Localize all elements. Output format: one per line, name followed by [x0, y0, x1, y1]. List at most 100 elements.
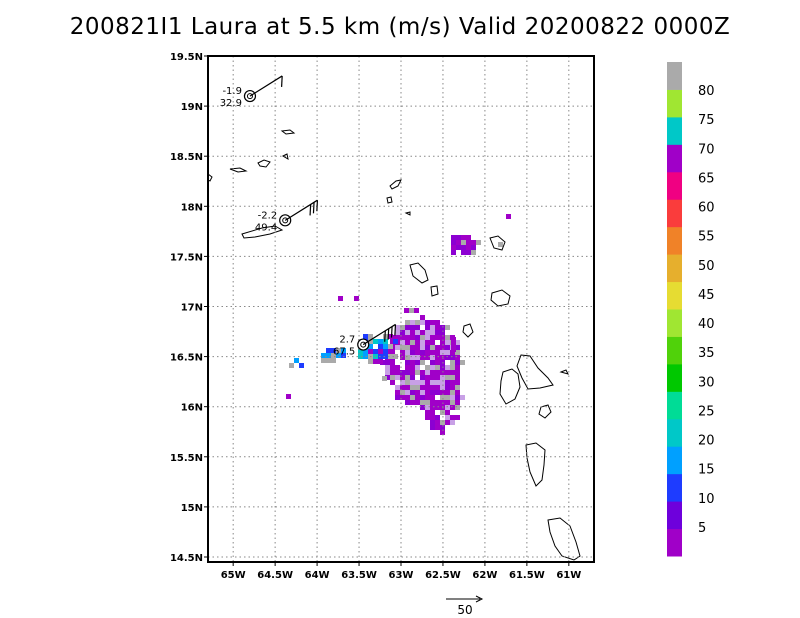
obs-cell: [420, 320, 425, 325]
obs-cell: [450, 390, 455, 395]
obs-cell: [430, 410, 435, 415]
coastline: [489, 235, 506, 251]
obs-cell: [435, 335, 440, 340]
obs-cell: [373, 339, 378, 344]
x-tick-label: 65W: [221, 570, 246, 581]
obs-cell: [425, 355, 430, 360]
obs-cell: [440, 345, 445, 350]
obs-cell: [390, 370, 395, 375]
coastline: [462, 323, 474, 338]
obs-cell: [382, 376, 387, 381]
colorbar-swatch: [667, 418, 682, 447]
obs-cell: [410, 385, 415, 390]
obs-cell: [378, 339, 383, 344]
obs-cell: [455, 360, 460, 365]
colorbar-swatch: [667, 226, 682, 255]
obs-cell: [415, 370, 420, 375]
obs-cell: [445, 325, 450, 330]
obs-cell: [410, 355, 415, 360]
obs-cell: [435, 390, 440, 395]
colorbar-swatch: [667, 501, 682, 530]
obs-cell: [383, 354, 388, 359]
obs-cell: [471, 240, 476, 245]
obs-cell: [410, 395, 415, 400]
coastline: [281, 153, 289, 161]
obs-cell: [430, 380, 435, 385]
obs-cell: [430, 325, 435, 330]
obs-cell: [395, 365, 400, 370]
colorbar-label: 55: [698, 230, 715, 245]
y-tick-label: 18N: [181, 202, 203, 213]
obs-cell: [450, 370, 455, 375]
obs-cell: [425, 335, 430, 340]
obs-cell: [440, 350, 445, 355]
obs-cell: [435, 330, 440, 335]
obs-cell: [405, 370, 410, 375]
obs-cell: [415, 400, 420, 405]
obs-cell: [450, 365, 455, 370]
obs-cell: [410, 330, 415, 335]
obs-cell: [425, 325, 430, 330]
obs-cell: [461, 240, 466, 245]
obs-cell: [445, 390, 450, 395]
obs-cell: [420, 385, 425, 390]
obs-cell: [420, 360, 425, 365]
obs-cell: [445, 410, 450, 415]
chart-title: 200821I1 Laura at 5.5 km (m/s) Valid 202…: [69, 14, 731, 40]
obs-cell: [435, 365, 440, 370]
obs-cell: [445, 405, 450, 410]
y-tick-label: 17.5N: [170, 252, 203, 263]
tick-labels: 65W 64.5W 64W 63.5W 63W 62.5W 62W 61.5W 61W 19.5N…: [170, 52, 581, 581]
obs-cell: [430, 350, 435, 355]
obs-cell: [388, 349, 393, 354]
obs-cell: [456, 245, 461, 250]
obs-cell: [390, 375, 395, 380]
obs-cell: [400, 355, 405, 360]
obs-cell: [420, 350, 425, 355]
obs-cell: [435, 320, 440, 325]
obs-cell: [414, 308, 419, 313]
coastline: [525, 442, 546, 487]
colorbar-label: 10: [698, 492, 715, 507]
obs-cell: [425, 385, 430, 390]
obs-cell: [363, 349, 368, 354]
wind-barb-flag: [394, 324, 397, 336]
colorbar-swatch: [667, 199, 682, 228]
obs-cell: [451, 235, 456, 240]
obs-cell: [435, 370, 440, 375]
obs-cell: [425, 370, 430, 375]
obs-cell: [466, 240, 471, 245]
x-tick-label: 61.5W: [509, 570, 545, 581]
station-dot: [246, 93, 253, 100]
obs-cell: [420, 380, 425, 385]
obs-cell: [456, 235, 461, 240]
colorbar: 5 10 15 20 25 30 35 40 45 50 55 60 65 70 75 80: [667, 62, 715, 557]
coastline: [229, 167, 248, 173]
obs-cell: [331, 358, 336, 363]
colorbar-label: 45: [698, 288, 715, 303]
obs-cell: [440, 390, 445, 395]
obs-cell: [430, 400, 435, 405]
obs-cell: [378, 349, 383, 354]
obs-cell: [450, 395, 455, 400]
obs-cell: [400, 375, 405, 380]
obs-cell: [430, 335, 435, 340]
obs-cell: [393, 354, 398, 359]
obs-cell: [409, 308, 414, 313]
obs-cell: [395, 390, 400, 395]
obs-cell: [373, 359, 378, 364]
obs-cell: [388, 334, 393, 339]
wind-barb-shaft: [362, 323, 396, 346]
obs-cell: [383, 339, 388, 344]
obs-cell: [455, 365, 460, 370]
obs-cell: [451, 245, 456, 250]
obs-cell: [338, 296, 343, 301]
obs-cell: [395, 335, 400, 340]
station-dot: [282, 217, 289, 224]
obs-cell: [440, 395, 445, 400]
y-tick-label: 15N: [181, 503, 203, 514]
x-tick-label: 63W: [389, 570, 414, 581]
obs-cell: [368, 334, 373, 339]
obs-cell: [425, 350, 430, 355]
obs-cell: [440, 420, 445, 425]
